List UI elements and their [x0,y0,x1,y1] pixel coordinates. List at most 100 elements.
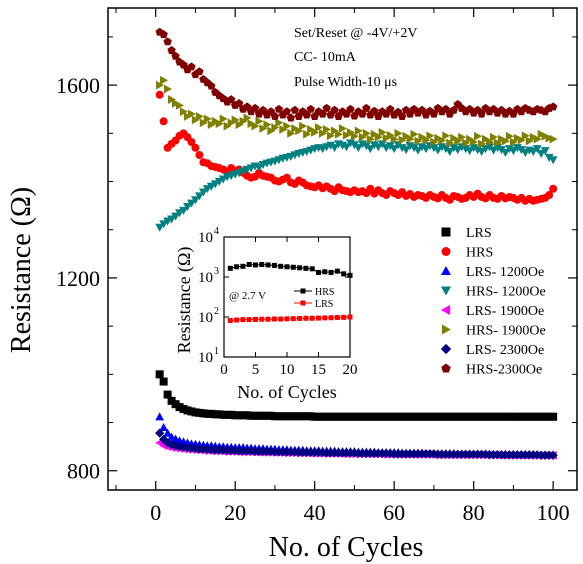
data-point [366,134,375,144]
inset-data-point [271,262,277,268]
data-point [465,147,475,156]
data-point [187,137,196,146]
data-point [187,62,196,71]
data-point [243,113,252,123]
data-point [155,90,164,99]
data-point [362,103,371,112]
data-point [532,145,542,154]
data-point [489,132,498,142]
inset-y-tick-label: 10 [198,230,213,246]
inset-data-point [271,316,277,322]
data-point [545,191,554,200]
data-point [175,100,184,110]
data-point [533,134,542,144]
data-point [163,428,173,437]
data-point [274,104,284,113]
data-point [227,95,236,104]
data-point [326,131,335,141]
data-point [263,120,272,130]
data-point [505,131,514,141]
inset-data-point [328,315,334,321]
legend-marker-hrs-1900oe [441,324,451,335]
data-point [315,123,324,132]
inset-y-tick-label: 10 [198,310,213,326]
data-point [501,136,510,146]
data-point [497,146,506,155]
x-tick-label: 100 [537,500,570,525]
data-point [156,80,165,90]
x-tick-label: 60 [383,500,405,525]
data-point [155,223,165,232]
inset-data-point [227,317,233,323]
inset-data-point [309,315,315,321]
data-point [442,131,451,141]
data-point [195,67,204,76]
legend-label-lrs-2300oe: LRS- 2300Oe [466,343,544,358]
data-point [549,134,558,144]
inset-data-point [303,315,309,321]
data-point [195,112,204,121]
legend-label-hrs-2300oe: HRS-2300Oe [466,363,542,378]
data-point [295,126,304,136]
data-point [163,438,173,448]
inset-data-point [309,266,315,272]
data-point [453,146,463,155]
data-point [548,102,558,111]
data-point [521,131,530,141]
data-point [271,123,280,132]
data-point [501,149,510,157]
data-point [536,149,546,158]
data-point [323,125,332,134]
inset-data-point [265,262,271,268]
data-point [346,104,355,113]
legend-label-hrs: HRS [466,246,493,261]
inset-data-point [341,314,347,320]
data-point [365,145,375,154]
inset-data-point [246,262,252,268]
data-point [477,148,487,157]
inset-data-point [253,316,258,322]
data-point [406,134,415,144]
legend-marker-hrs-2300oe [441,363,451,373]
data-point [282,107,292,116]
x-tick-label: 0 [150,500,161,525]
inset-series-hrs [227,262,353,278]
inset-legend-label-hrs: HRS [315,287,334,298]
series-hrs [155,90,558,205]
data-point [516,146,526,155]
inset-data-point [234,317,240,323]
data-point [179,60,188,69]
data-point [549,184,558,193]
inset-data-point [284,264,290,270]
series-hrs-1200oe [155,139,558,232]
data-point [334,129,343,139]
inset-data-point [316,315,321,321]
data-point [163,37,172,46]
data-point [549,412,558,421]
data-point [401,146,411,155]
data-point [287,128,296,138]
legend-label-hrs-1900oe: HRS- 1900Oe [466,324,546,339]
data-point [155,370,164,379]
data-point [338,124,347,133]
data-point [354,126,363,136]
data-point [198,188,208,197]
data-point [421,145,431,154]
data-point [270,112,280,121]
inset-annotation-voltage: @ 2.7 V [229,290,266,302]
inset-data-point [303,265,309,271]
inset-data-point [297,315,303,321]
data-point [183,202,192,211]
main-plot-frame [107,7,578,491]
data-point [258,105,268,114]
data-point [171,212,180,221]
data-point [370,106,379,115]
data-point [155,428,165,438]
data-point [413,146,423,155]
data-point [417,105,427,114]
data-point [374,132,383,142]
